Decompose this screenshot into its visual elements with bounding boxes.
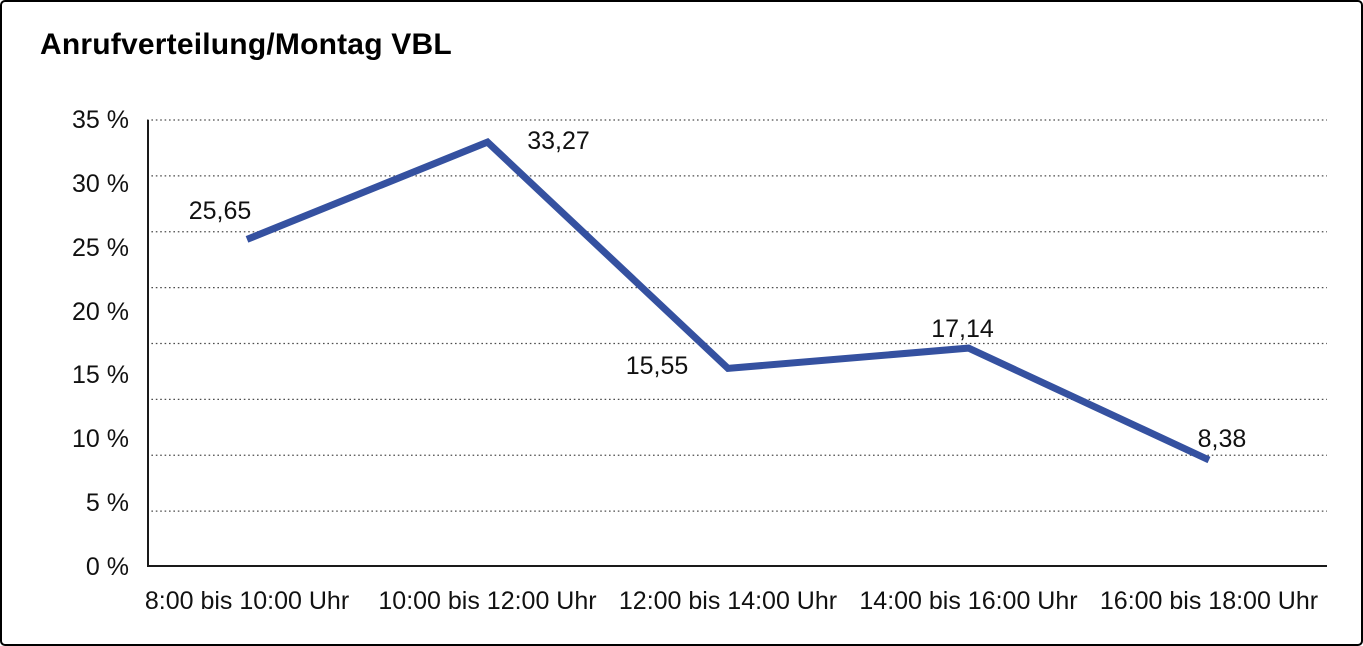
- data-label: 15,55: [625, 352, 689, 381]
- y-tick-label: 25 %: [72, 233, 129, 262]
- data-label: 33,27: [527, 127, 590, 156]
- y-tick-label: 5 %: [85, 489, 129, 518]
- x-tick-label: 14:00 bis 16:00 Uhr: [859, 587, 1078, 615]
- x-tick-label: 10:00 bis 12:00 Uhr: [378, 587, 597, 615]
- y-tick-label: 15 %: [72, 361, 129, 390]
- x-tick-label: 12:00 bis 14:00 Uhr: [618, 587, 838, 615]
- y-tick-label: 20 %: [72, 297, 129, 326]
- plot-area: [147, 119, 1327, 567]
- data-label: 17,14: [931, 315, 994, 344]
- y-tick-label: 0 %: [85, 553, 129, 581]
- y-tick-label: 10 %: [72, 425, 129, 454]
- data-label: 8,38: [1197, 424, 1247, 453]
- data-line: [245, 138, 1211, 464]
- data-label: 25,65: [188, 197, 252, 226]
- y-tick-label: 35 %: [72, 106, 129, 134]
- chart-title: Anrufverteilung/Montag VBL: [40, 28, 452, 61]
- x-tick-label: 16:00 bis 18:00 Uhr: [1099, 587, 1319, 615]
- line-chart-canvas: [147, 119, 1327, 567]
- x-tick-label: 8:00 bis 10:00 Uhr: [144, 587, 350, 615]
- y-tick-label: 30 %: [72, 169, 129, 198]
